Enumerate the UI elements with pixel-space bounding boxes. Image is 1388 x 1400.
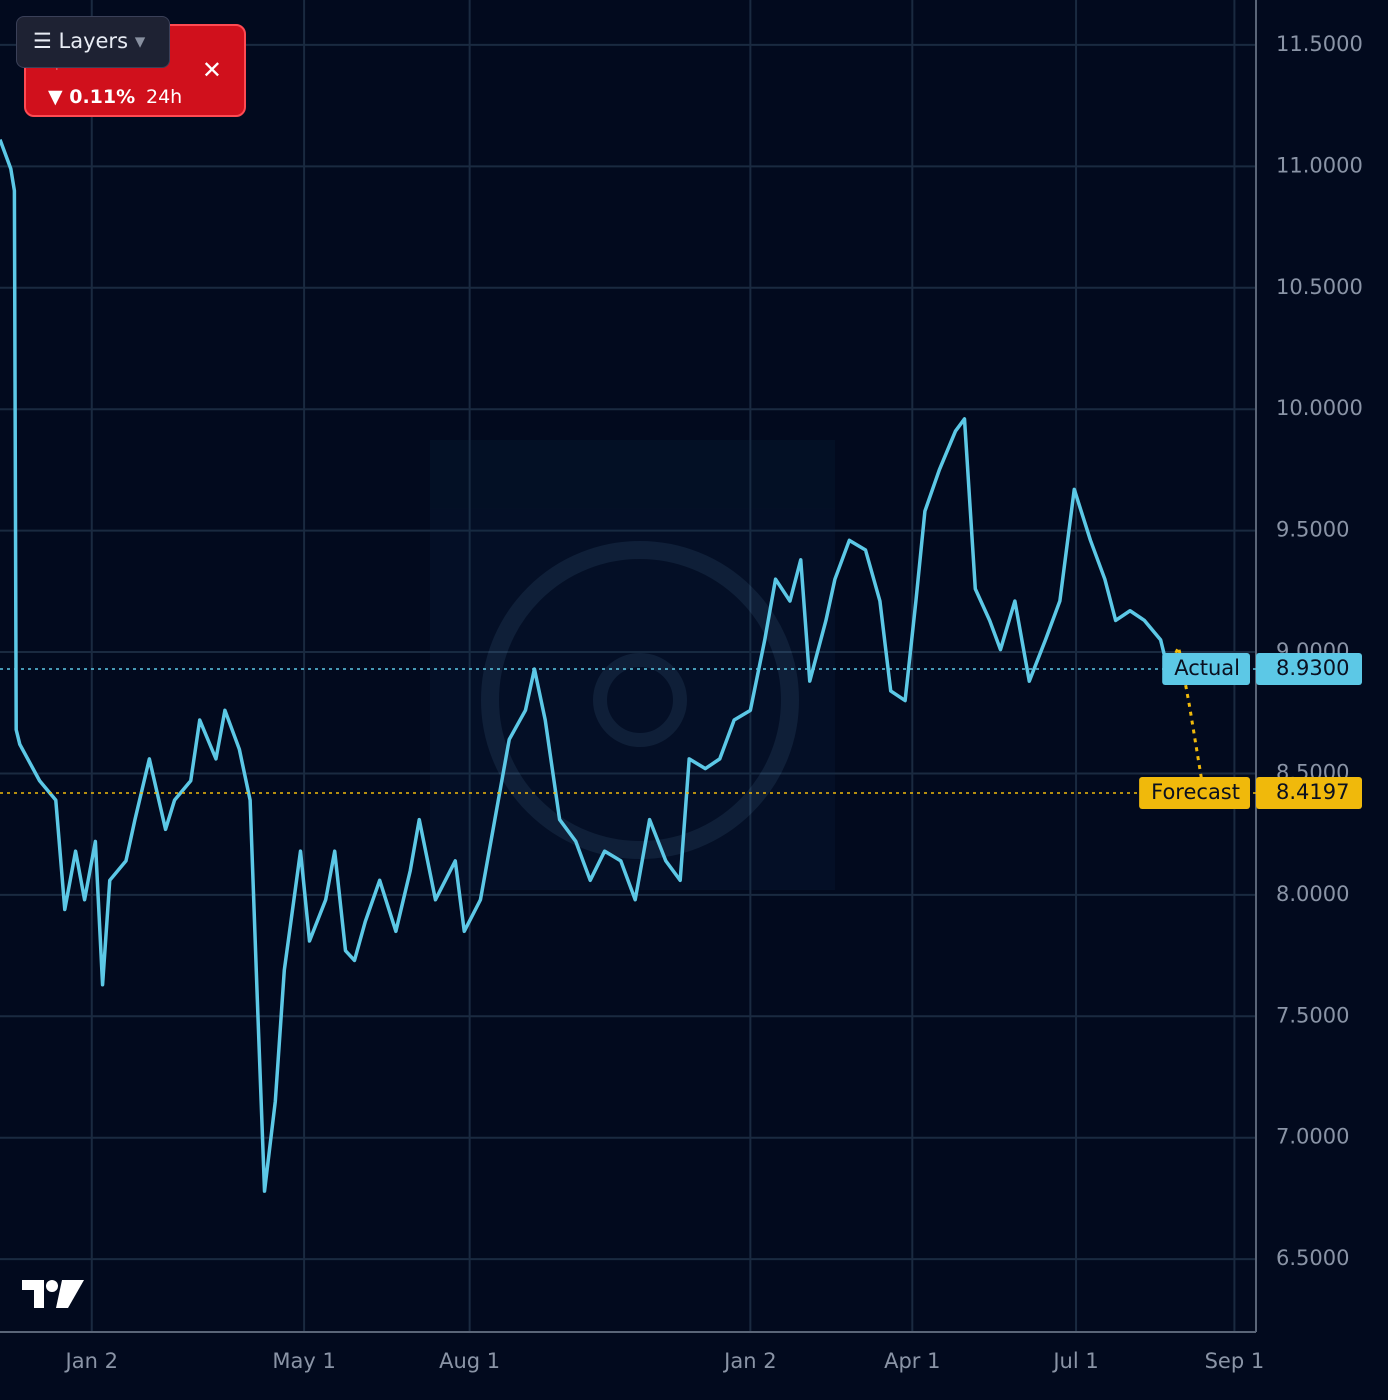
y-tick-label: 7.5000	[1276, 1003, 1349, 1027]
x-tick-label: May 1	[272, 1349, 335, 1373]
price-name-bg	[1162, 653, 1250, 686]
x-tick-label: Jan 2	[722, 1349, 776, 1373]
y-tick-label: 6.5000	[1276, 1246, 1349, 1270]
y-tick-label: 9.5000	[1276, 518, 1349, 542]
change-value: 0.11%	[69, 86, 136, 108]
price-label-bg	[1256, 776, 1362, 809]
x-tick-label: Jul 1	[1051, 1349, 1098, 1373]
layers-button[interactable]: ☰ Layers ▾	[16, 16, 170, 68]
x-tick-label: Aug 1	[439, 1349, 500, 1373]
y-tick-label: 11.5000	[1276, 32, 1363, 56]
price-label: 8.4197	[1276, 780, 1349, 804]
price-line-name: Forecast	[1151, 780, 1240, 804]
y-tick-label: 10.5000	[1276, 275, 1363, 299]
x-tick-label: Jan 2	[64, 1349, 118, 1373]
watermark	[430, 440, 835, 890]
price-label: 8.9300	[1276, 656, 1349, 680]
tv-logo	[22, 1280, 84, 1308]
bottom-bar	[0, 1382, 1388, 1400]
y-tick-label: 10.0000	[1276, 396, 1363, 420]
layers-label: Layers	[58, 29, 129, 53]
ticker-period: 24h	[146, 86, 183, 108]
ticker-change: ▼ 0.11%	[48, 86, 136, 108]
y-tick-label: 8.0000	[1276, 882, 1349, 906]
price-name-bg	[1139, 776, 1250, 809]
y-tick-label: 11.0000	[1276, 153, 1363, 177]
x-tick-label: Sep 1	[1205, 1349, 1265, 1373]
series-line	[0, 139, 1170, 1193]
price-label-bg	[1256, 653, 1362, 686]
price-line-name: Actual	[1174, 656, 1240, 680]
y-tick-label: 7.0000	[1276, 1125, 1349, 1149]
x-tick-label: Apr 1	[884, 1349, 940, 1373]
close-button[interactable]: ✕	[201, 56, 222, 84]
